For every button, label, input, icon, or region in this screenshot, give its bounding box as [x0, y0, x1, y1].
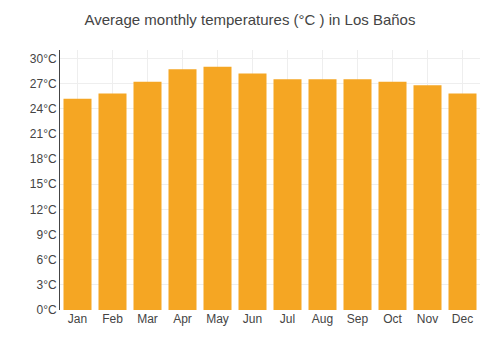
svg-text:Aug: Aug [312, 312, 333, 326]
svg-text:Mar: Mar [137, 312, 158, 326]
svg-text:21°C: 21°C [30, 127, 57, 141]
svg-text:Jul: Jul [280, 312, 295, 326]
svg-text:May: May [206, 312, 229, 326]
svg-text:30°C: 30°C [30, 52, 57, 66]
svg-text:Jan: Jan [68, 312, 87, 326]
svg-text:Dec: Dec [452, 312, 473, 326]
svg-text:Jun: Jun [243, 312, 262, 326]
svg-text:Sep: Sep [347, 312, 369, 326]
svg-text:Feb: Feb [102, 312, 123, 326]
svg-text:24°C: 24°C [30, 102, 57, 116]
svg-text:Nov: Nov [417, 312, 438, 326]
svg-text:0°C: 0°C [36, 303, 56, 317]
svg-text:Average monthly temperatures (: Average monthly temperatures (°C ) in Lo… [85, 11, 416, 28]
svg-text:18°C: 18°C [30, 152, 57, 166]
svg-text:12°C: 12°C [30, 203, 57, 217]
svg-text:15°C: 15°C [30, 177, 57, 191]
svg-text:27°C: 27°C [30, 77, 57, 91]
svg-text:Oct: Oct [383, 312, 402, 326]
svg-text:6°C: 6°C [36, 253, 56, 267]
svg-text:9°C: 9°C [36, 228, 56, 242]
svg-text:3°C: 3°C [36, 278, 56, 292]
svg-text:Apr: Apr [173, 312, 192, 326]
